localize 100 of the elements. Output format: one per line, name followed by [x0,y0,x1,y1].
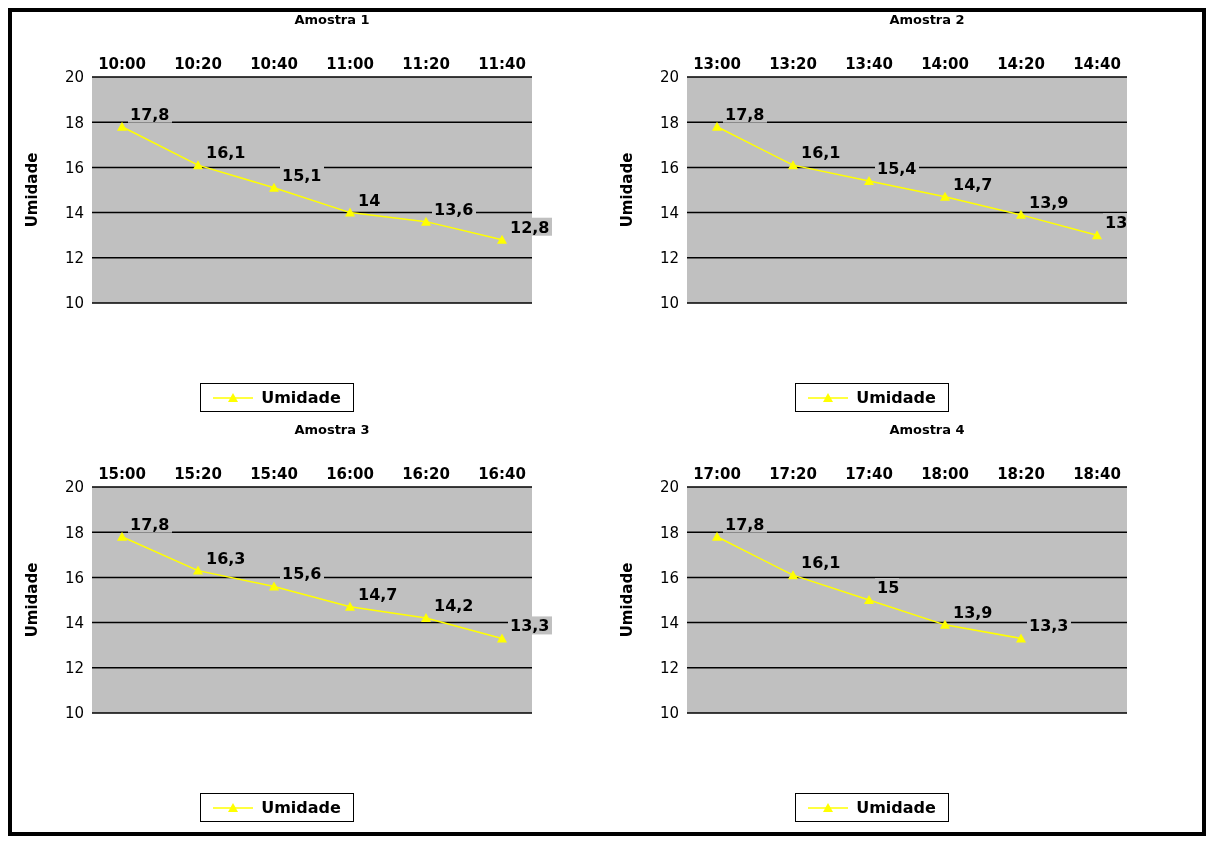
point [788,160,798,170]
y-tick-label: 20 [659,478,679,497]
y-tick-label: 16 [659,568,679,587]
data-label: 13,6 [434,199,474,219]
legend-label: Umidade [856,388,936,407]
data-label: 16,1 [801,553,841,573]
x-tick-label: 16:20 [402,465,450,483]
x-tick-label: 16:40 [478,465,526,483]
y-tick-label: 18 [659,113,679,132]
x-tick-label: 14:00 [921,55,969,73]
data-label: 15,4 [877,158,917,178]
data-label: 17,8 [725,104,765,124]
point [712,531,722,541]
y-tick-label: 12 [659,249,679,268]
y-axis-title: Umidade [23,152,42,228]
point [421,613,431,623]
x-tick-label: 14:20 [997,55,1045,73]
y-tick-label: 16 [64,568,84,587]
y-tick-label: 18 [659,523,679,542]
x-tick-label: 17:20 [769,465,817,483]
y-tick-label: 14 [659,613,679,632]
x-tick-label: 15:00 [98,465,146,483]
data-label: 16,1 [801,143,841,163]
data-label: 13 [1105,213,1128,233]
data-label: 17,8 [130,104,170,124]
x-tick-label: 10:40 [250,55,298,73]
x-tick-label: 13:20 [769,55,817,73]
x-tick-label: 11:20 [402,55,450,73]
x-tick-label: 17:40 [845,465,893,483]
y-tick-label: 10 [64,704,84,723]
x-tick-label: 18:00 [921,465,969,483]
point [269,182,279,192]
data-label: 17,8 [130,514,170,534]
point [345,207,355,217]
data-label: 15 [877,578,900,597]
legend-label: Umidade [261,388,341,407]
chart-title: Amostra 4 [888,422,966,439]
x-tick-label: 16:00 [326,465,374,483]
point [940,619,950,629]
chart-title: Amostra 2 [888,12,966,29]
data-label: 14,2 [434,596,474,616]
data-label: 13,3 [510,616,550,636]
y-tick-label: 12 [659,659,679,678]
data-label: 14,7 [953,174,993,194]
x-tick-label: 17:00 [693,465,741,483]
point [864,595,874,604]
y-tick-label: 20 [64,478,84,497]
point [712,121,722,131]
chart-title: Amostra 3 [293,422,371,439]
legend-label: Umidade [261,798,341,817]
x-tick-label: 11:00 [326,55,374,73]
point [1016,209,1026,219]
data-label: 15,1 [282,165,322,185]
y-tick-label: 12 [64,249,84,268]
y-tick-label: 16 [64,158,84,177]
point [193,160,203,170]
legend-label: Umidade [856,798,936,817]
y-tick-label: 12 [64,659,84,678]
y-tick-label: 10 [659,704,679,723]
point [1016,633,1026,643]
y-tick-label: 16 [659,158,679,177]
point [788,570,798,580]
data-label: 12,8 [510,217,550,237]
y-tick-label: 14 [64,203,84,222]
data-label: 13,9 [953,602,993,622]
x-tick-label: 10:00 [98,55,146,73]
x-tick-label: 14:40 [1073,55,1121,73]
x-tick-label: 15:40 [250,465,298,483]
data-label: 16,3 [206,548,246,568]
y-tick-label: 18 [64,523,84,542]
point [864,175,874,185]
data-label: 15,6 [282,564,322,584]
y-axis-title: Umidade [618,152,637,228]
data-label: 13,3 [1029,616,1069,636]
x-tick-label: 10:20 [174,55,222,73]
point [421,216,431,226]
y-tick-label: 10 [659,294,679,313]
point [117,121,127,131]
y-tick-label: 20 [659,68,679,87]
x-tick-label: 15:20 [174,465,222,483]
data-label: 14 [358,190,381,210]
x-tick-label: 11:40 [478,55,526,73]
y-tick-label: 20 [64,68,84,87]
y-tick-label: 18 [64,113,84,132]
point [497,234,507,244]
x-tick-label: 18:40 [1073,465,1121,483]
point [940,191,950,201]
chart-title: Amostra 1 [293,12,371,29]
y-axis-title: Umidade [618,562,637,638]
point [497,633,507,643]
x-tick-label: 18:20 [997,465,1045,483]
data-label: 16,1 [206,143,246,163]
y-axis-title: Umidade [23,562,42,638]
x-tick-label: 13:40 [845,55,893,73]
y-tick-label: 14 [64,613,84,632]
data-label: 13,9 [1029,192,1069,212]
x-tick-label: 13:00 [693,55,741,73]
data-label: 17,8 [725,514,765,534]
point [193,565,203,575]
point [345,601,355,611]
